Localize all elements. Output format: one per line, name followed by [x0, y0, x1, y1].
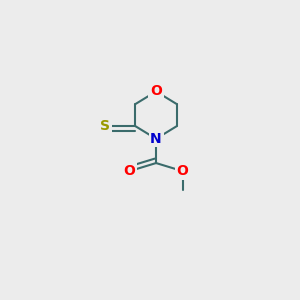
- Text: O: O: [177, 164, 189, 178]
- Text: O: O: [150, 84, 162, 98]
- Text: N: N: [150, 132, 162, 146]
- Text: O: O: [124, 164, 135, 178]
- Text: S: S: [100, 119, 110, 133]
